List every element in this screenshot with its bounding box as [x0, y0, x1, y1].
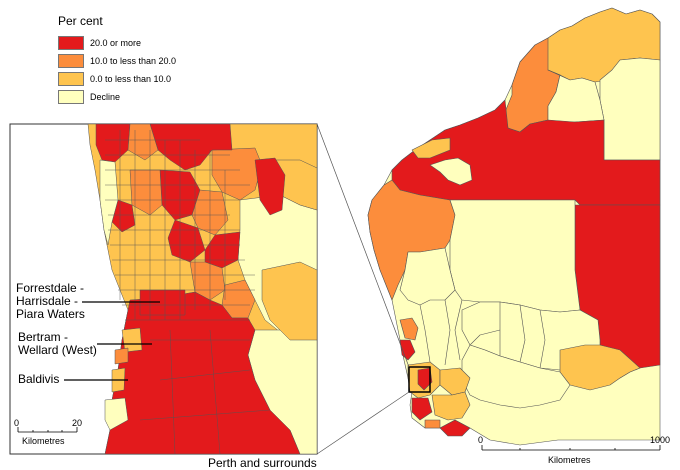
region-kimberley-east	[599, 57, 661, 161]
map-legend: Per cent 20.0 or more 10.0 to less than …	[58, 14, 176, 106]
inset-east-yellow-2	[261, 261, 317, 341]
legend-item-10-to-20: 10.0 to less than 20.0	[58, 52, 176, 70]
inset-east-red-1	[254, 157, 286, 216]
main-scale-bar	[481, 445, 661, 451]
inset-connector-line	[316, 123, 410, 368]
inset-scale-unit: Kilometres	[22, 436, 65, 446]
inset-south-orange-1	[114, 347, 129, 365]
inset-coastal-yellow	[99, 159, 119, 246]
main-scale-max: 1000	[650, 435, 671, 445]
legend-swatch	[58, 72, 84, 86]
legend-label: 10.0 to less than 20.0	[90, 56, 177, 66]
region-pilbara-inlet	[429, 157, 473, 186]
legend-label: Decline	[90, 92, 121, 102]
inset-north-red	[149, 124, 233, 171]
region-southwest-yellow	[431, 391, 471, 421]
callout-bertram-label: Bertram - Wellard (West)	[18, 330, 97, 357]
perth-inset-map	[9, 123, 318, 455]
legend-label: 20.0 or more	[90, 38, 142, 48]
legend-item-decline: Decline	[58, 88, 176, 106]
region-coast-red-1	[399, 339, 416, 361]
legend-swatch	[58, 54, 84, 68]
inset-east-orange-1	[211, 147, 263, 201]
main-scale-unit: Kilometres	[548, 455, 591, 465]
region-southwest-red-1	[411, 397, 433, 421]
region-pilbara-coast	[411, 137, 451, 159]
legend-swatch	[58, 90, 84, 104]
inset-locator-box	[408, 366, 431, 393]
wa-state-map	[367, 7, 661, 446]
region-midwest	[449, 199, 581, 313]
legend-item-0-to-10: 0.0 to less than 10.0	[58, 70, 176, 88]
callout-baldivis-label: Baldivis	[18, 372, 60, 386]
main-scale-min: 0	[478, 435, 484, 445]
region-coast-orange-1	[399, 317, 419, 341]
inset-caption: Perth and surrounds	[208, 456, 317, 470]
inset-south-yellow-strip	[121, 327, 143, 353]
callout-forrestdale-label: Forrestdale - Harrisdale - Piara Waters	[16, 281, 85, 321]
inset-scale-max: 20	[72, 418, 83, 428]
legend-item-20-or-more: 20.0 or more	[58, 34, 176, 52]
region-perth-red	[417, 367, 433, 391]
legend-label: 0.0 to less than 10.0	[90, 74, 172, 84]
region-wheatbelt-yellow	[399, 247, 456, 306]
wa-boundaries	[419, 299, 546, 369]
inset-connector-line	[316, 391, 410, 455]
inset-scale-bar	[17, 427, 78, 433]
legend-swatch	[58, 36, 84, 50]
legend-title: Per cent	[58, 14, 103, 28]
region-albany-red	[439, 419, 471, 437]
inset-southwest-decline	[104, 397, 129, 431]
inset-suburb-boundaries	[105, 130, 271, 454]
region-coast-orange-2	[424, 419, 441, 429]
inset-scale-min: 0	[14, 418, 20, 428]
